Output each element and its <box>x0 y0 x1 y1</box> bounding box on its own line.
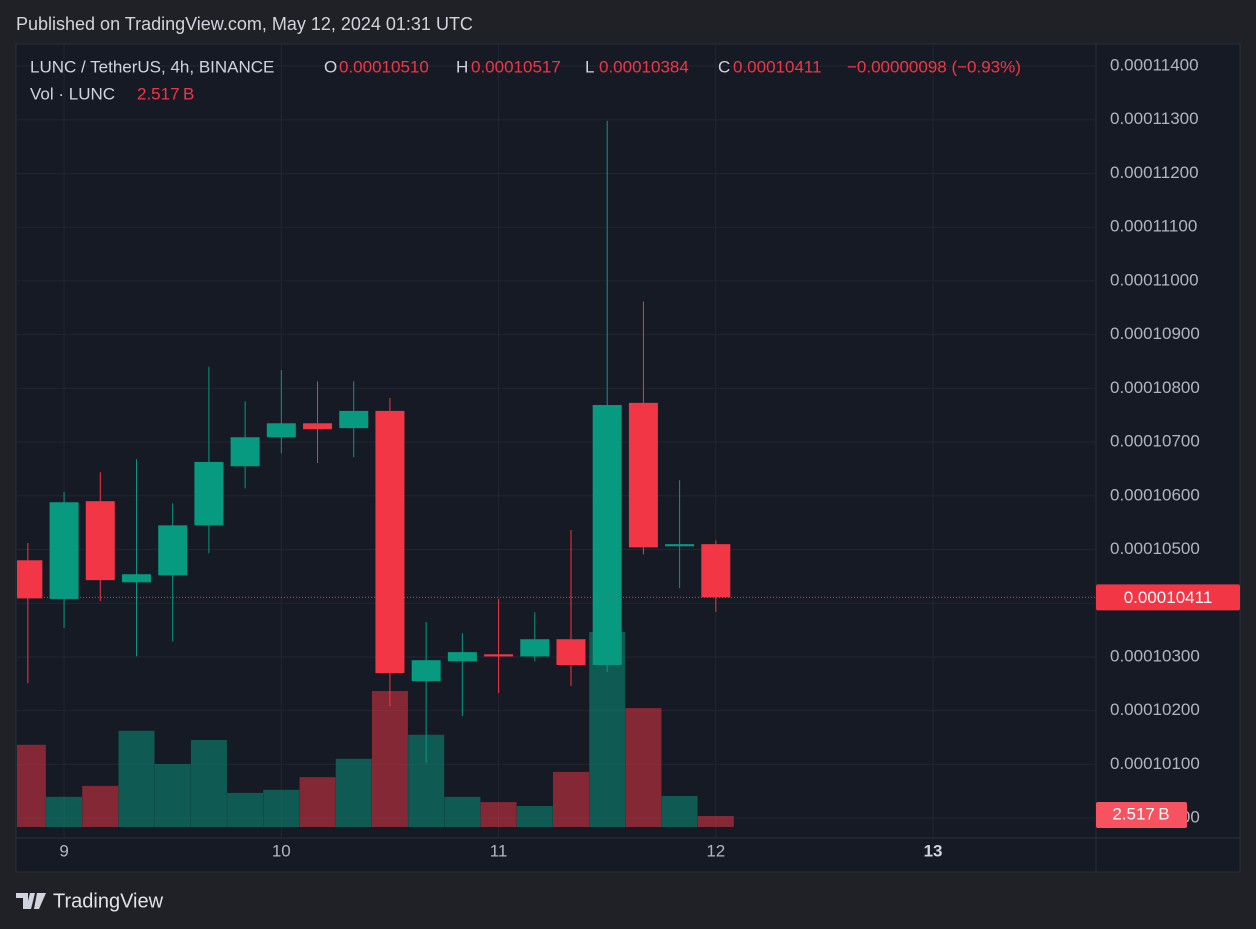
y-tick-label: 0.00010200 <box>1110 700 1200 719</box>
candle-body <box>266 423 296 438</box>
close-value: 0.00010411 <box>733 57 822 76</box>
candle-body <box>592 405 622 666</box>
volume-bar <box>371 691 408 827</box>
high-value: 0.00010517 <box>471 57 561 76</box>
x-tick-label: 13 <box>924 841 943 860</box>
candle-body <box>447 652 477 662</box>
y-tick-label: 0.00010100 <box>1110 754 1200 773</box>
y-tick-label: 0.00010600 <box>1110 485 1200 504</box>
y-tick-label: 0.00010500 <box>1110 539 1200 558</box>
volume-bar <box>661 795 698 827</box>
candle-body <box>194 461 224 526</box>
brand-logo <box>16 893 46 909</box>
volume-bar <box>190 739 227 827</box>
y-tick-label: 0.00010800 <box>1110 378 1200 397</box>
published-note: Published on TradingView.com, May 12, 20… <box>16 14 473 34</box>
candle-body <box>303 423 333 430</box>
volume-badge-label: 2.517 B <box>1112 804 1169 823</box>
candle-body <box>230 437 260 467</box>
x-tick-label: 12 <box>706 841 725 860</box>
volume-bar <box>697 815 734 827</box>
y-tick-label: 0.00011100 <box>1110 217 1197 236</box>
x-tick-label: 10 <box>272 841 291 860</box>
x-tick-label: 11 <box>490 841 508 860</box>
volume-bar <box>46 796 83 827</box>
symbol: LUNC / TetherUS, 4h, BINANCE <box>30 57 274 76</box>
candle-body <box>85 501 115 581</box>
candle-body <box>701 544 731 598</box>
volume-bar <box>444 796 481 827</box>
last-price-label: 0.00010411 <box>1124 588 1213 607</box>
open-label: O <box>324 57 337 76</box>
volume-bar <box>516 806 553 827</box>
volume-bar <box>299 777 336 827</box>
volume-bar <box>335 758 372 827</box>
volume-bar <box>17 744 46 827</box>
candle-body <box>628 402 658 548</box>
y-tick-label: 0.00011400 <box>1110 56 1199 75</box>
y-tick-label: 0.00010900 <box>1110 324 1200 343</box>
candle-body <box>121 574 151 583</box>
y-tick-label: 0.00011300 <box>1110 109 1199 128</box>
candle-body <box>49 502 79 599</box>
low-value: 0.00010384 <box>599 57 689 76</box>
candle-body <box>158 525 188 576</box>
candle-body <box>17 560 43 599</box>
volume-bar <box>118 730 155 827</box>
candle-body <box>665 544 695 547</box>
y-tick-label: 0.00010700 <box>1110 432 1200 451</box>
y-tick-label: 0.00011200 <box>1110 163 1199 182</box>
candle-body <box>556 639 586 666</box>
candle-body <box>520 639 550 657</box>
candle-body <box>484 654 514 657</box>
last-price-badge <box>1096 584 1240 611</box>
volume-name: Vol · LUNC <box>30 84 115 103</box>
open-value: 0.00010510 <box>339 57 429 76</box>
volume-bar <box>263 789 300 827</box>
candle-body <box>375 410 405 674</box>
volume-bar <box>480 802 517 827</box>
volume-bar <box>82 785 119 827</box>
candle-body <box>411 660 441 682</box>
volume-badge <box>1096 802 1187 828</box>
volume-value: 2.517 B <box>137 84 194 103</box>
low-label: L <box>585 57 594 76</box>
y-tick-label: 0.00010300 <box>1110 646 1200 665</box>
candle-body <box>339 410 369 429</box>
brand: TradingView <box>53 890 164 912</box>
close-label: C <box>718 57 730 76</box>
volume-bar <box>154 764 191 827</box>
change-value: −0.00000098 (−0.93%) <box>847 57 1021 76</box>
high-label: H <box>456 57 468 76</box>
x-tick-label: 9 <box>59 841 68 860</box>
volume-bar <box>625 708 662 827</box>
volume-bar <box>227 792 264 827</box>
volume-bar <box>552 771 589 827</box>
y-tick-label: 0.00011000 <box>1110 270 1199 289</box>
